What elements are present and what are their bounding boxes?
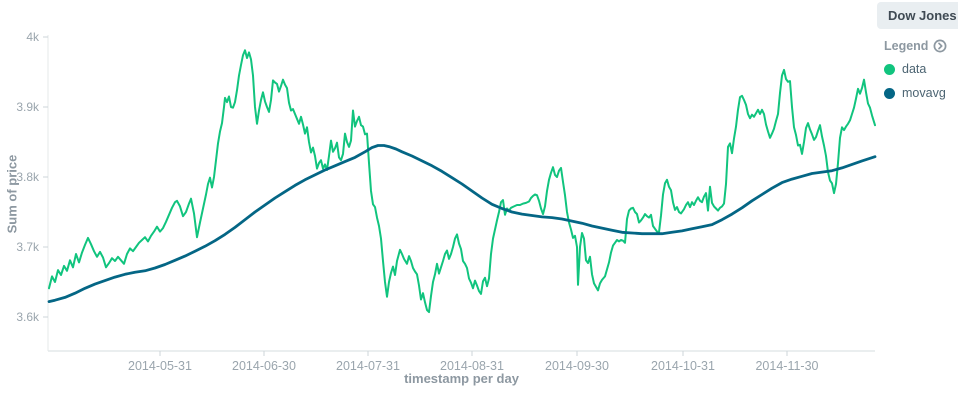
- y-tick-label: 3.9k: [16, 100, 40, 114]
- legend-header-label: Legend: [884, 39, 929, 53]
- y-axis-title: Sum of price: [4, 154, 20, 234]
- x-tick-label: 2014-09-30: [545, 359, 609, 373]
- legend: Legend data movavg: [884, 39, 947, 110]
- x-tick-label: 2014-08-31: [440, 359, 504, 373]
- panel-title-chip: Dow Jones: [877, 2, 958, 29]
- legend-item-data[interactable]: data: [884, 62, 947, 76]
- legend-dot-icon: [884, 63, 895, 75]
- legend-items: data movavg: [884, 62, 947, 100]
- y-tick-label: 4k: [26, 30, 40, 44]
- x-tick-label: 2014-05-31: [128, 359, 192, 373]
- series-line-movavg: [47, 144, 877, 303]
- legend-item-label: movavg: [902, 86, 946, 100]
- x-tick-label: 2014-06-30: [232, 359, 296, 373]
- legend-item-movavg[interactable]: movavg: [884, 86, 947, 100]
- series-line-data: [48, 49, 876, 314]
- y-tick-label: 3.6k: [16, 310, 40, 324]
- legend-header: Legend: [884, 39, 947, 53]
- y-tick-label: 3.8k: [16, 170, 40, 184]
- y-tick-label: 3.7k: [16, 240, 40, 254]
- x-tick-label: 2014-10-31: [651, 359, 715, 373]
- legend-toggle-icon[interactable]: [933, 39, 947, 53]
- chevron-right-circle-icon: [934, 39, 947, 53]
- legend-dot-icon: [884, 87, 895, 99]
- x-axis-title: timestamp per day: [404, 371, 519, 386]
- x-tick-label: 2014-07-31: [336, 359, 400, 373]
- x-tick-label: 2014-11-30: [755, 359, 818, 373]
- panel-title: Dow Jones: [888, 8, 957, 23]
- legend-item-label: data: [902, 62, 927, 76]
